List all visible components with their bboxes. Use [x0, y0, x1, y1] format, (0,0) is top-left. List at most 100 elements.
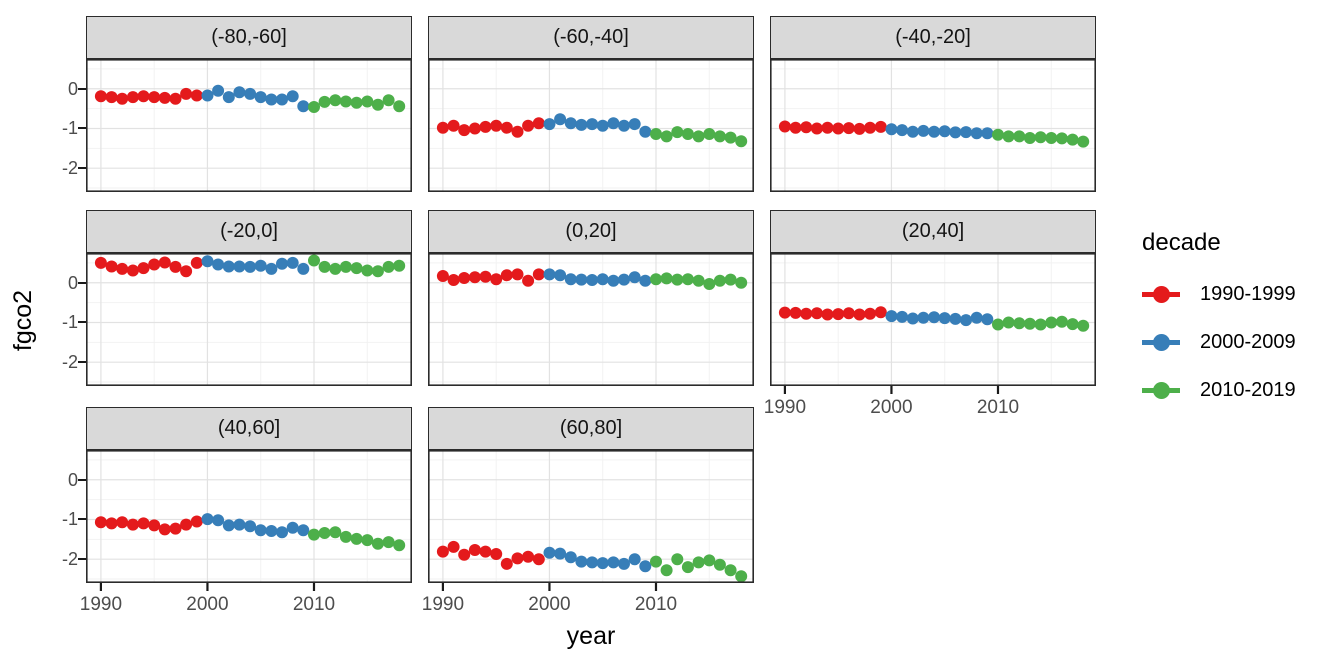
- data-point: [276, 526, 288, 539]
- data-point: [244, 87, 257, 100]
- data-point: [874, 306, 887, 319]
- data-point: [350, 262, 363, 275]
- panel-border: [86, 450, 412, 583]
- data-point: [821, 308, 834, 321]
- data-point: [618, 557, 630, 570]
- data-point: [500, 269, 513, 282]
- data-point: [735, 276, 748, 289]
- facet-strip-label: (-60,-40]: [553, 26, 629, 48]
- data-point: [201, 255, 214, 268]
- data-point: [318, 527, 331, 539]
- data-point: [436, 545, 449, 558]
- data-point: [1066, 133, 1079, 146]
- data-point: [382, 536, 395, 549]
- data-point: [586, 556, 599, 569]
- data-point: [896, 124, 909, 137]
- data-point: [832, 122, 845, 135]
- data-point: [158, 256, 171, 269]
- x-axis-title: year: [566, 622, 616, 650]
- data-point: [586, 274, 599, 286]
- data-point: [596, 557, 609, 570]
- data-point: [938, 125, 951, 138]
- panel-border: [86, 59, 412, 192]
- data-point: [607, 556, 620, 569]
- data-point: [970, 127, 983, 140]
- data-point: [713, 274, 726, 287]
- data-point: [339, 95, 352, 108]
- facet-strip: (-60,-40]: [428, 16, 754, 59]
- data-point: [821, 121, 834, 134]
- legend-item: 2000-2009: [1142, 318, 1342, 366]
- data-point: [180, 265, 193, 278]
- data-point: [212, 258, 225, 271]
- data-point: [244, 260, 257, 273]
- data-point: [297, 524, 310, 537]
- data-point: [511, 268, 524, 281]
- data-point: [458, 124, 471, 137]
- facet-panel: (-20,0]: [86, 210, 412, 386]
- x-tick-label: 1990: [764, 397, 806, 418]
- data-point: [660, 130, 673, 143]
- data-point: [105, 91, 118, 104]
- data-point: [233, 260, 246, 273]
- facet-plot: [428, 253, 754, 386]
- data-point: [543, 546, 556, 559]
- x-tick-label: 2000: [870, 397, 912, 418]
- data-point: [116, 262, 129, 275]
- data-point: [350, 96, 363, 109]
- data-point: [778, 120, 791, 133]
- data-point: [671, 273, 684, 286]
- data-point: [713, 558, 726, 571]
- data-point: [169, 522, 182, 535]
- facet-strip: (-40,-20]: [770, 16, 1096, 59]
- y-tick-mark: [78, 478, 86, 481]
- data-point: [254, 524, 267, 537]
- data-point: [254, 91, 267, 104]
- data-point: [180, 87, 193, 100]
- data-point: [1055, 315, 1068, 328]
- data-point: [992, 128, 1004, 141]
- data-point: [532, 553, 545, 566]
- data-point: [490, 548, 503, 560]
- data-point: [137, 90, 150, 103]
- data-point: [885, 123, 898, 136]
- data-point: [468, 544, 481, 556]
- legend-item-label: 2010-2019: [1200, 378, 1296, 401]
- data-point: [554, 547, 567, 560]
- data-point: [329, 262, 342, 275]
- data-point: [371, 98, 384, 111]
- data-point: [586, 118, 599, 131]
- data-point: [222, 519, 235, 532]
- data-point: [201, 89, 214, 102]
- data-point: [382, 94, 395, 107]
- data-point: [650, 273, 662, 286]
- data-point: [94, 256, 107, 269]
- data-point: [436, 270, 449, 282]
- data-point: [660, 564, 673, 577]
- data-point: [1045, 316, 1058, 329]
- data-point: [575, 273, 588, 286]
- facet-strip: (20,40]: [770, 210, 1096, 253]
- data-point: [126, 518, 139, 531]
- data-point: [800, 307, 813, 320]
- facet-strip-label: (-20,0]: [220, 220, 278, 242]
- data-point: [169, 92, 182, 105]
- data-point: [137, 517, 150, 530]
- data-point: [393, 100, 406, 113]
- y-tick-label: -2: [61, 352, 78, 373]
- data-point: [222, 91, 235, 104]
- data-point: [650, 128, 662, 140]
- data-point: [286, 256, 299, 269]
- data-point: [94, 90, 107, 103]
- facet-panel: (-80,-60]: [86, 16, 412, 192]
- data-point: [671, 126, 684, 139]
- data-point: [810, 307, 823, 320]
- legend-item: 2010-2019: [1142, 366, 1342, 414]
- facet-plot: [428, 59, 754, 192]
- x-tick-label: 2010: [977, 397, 1019, 418]
- data-point: [596, 119, 609, 132]
- data-point: [190, 89, 203, 102]
- data-point: [692, 274, 705, 287]
- data-point: [286, 521, 299, 534]
- data-point: [265, 93, 278, 106]
